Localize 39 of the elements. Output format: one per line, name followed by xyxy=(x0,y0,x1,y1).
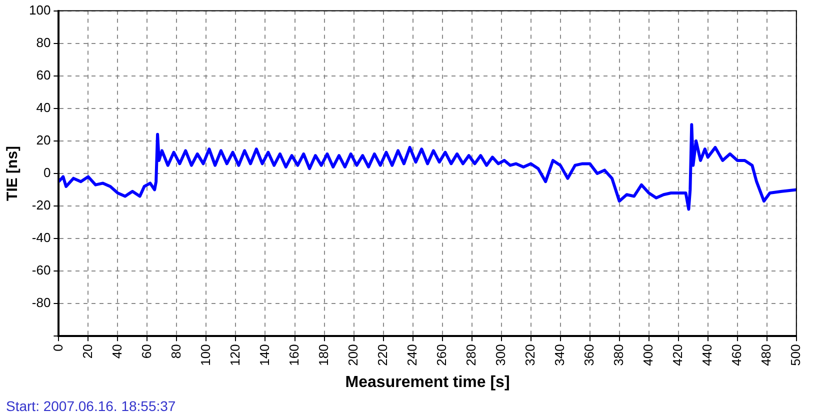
x-tick-label: 480 xyxy=(758,344,774,366)
y-tick-label: 20 xyxy=(36,132,51,148)
x-tick-label: 160 xyxy=(286,344,302,366)
x-tick-label: 40 xyxy=(109,344,124,359)
x-tick-label: 380 xyxy=(610,344,626,366)
y-tick-label: 0 xyxy=(43,165,51,180)
x-tick-label: 100 xyxy=(198,344,213,366)
y-axis-title: TIE [ns] xyxy=(4,146,22,201)
x-tick-label: 260 xyxy=(434,344,449,366)
text: Start: 2007.06.16. 18:55:37 xyxy=(6,398,176,414)
x-tick-label: 300 xyxy=(492,344,508,366)
y-tick-label: -80 xyxy=(32,295,51,310)
x-tick-label: 400 xyxy=(640,344,656,366)
x-tick-label: 180 xyxy=(316,344,331,366)
x-tick-label: 20 xyxy=(80,344,95,359)
x-tick-label: 140 xyxy=(256,344,272,366)
x-tick-label: 120 xyxy=(227,344,242,366)
x-tick-label: 0 xyxy=(50,344,66,352)
y-tick-label: 100 xyxy=(28,2,51,18)
x-tick-label: 360 xyxy=(581,344,596,366)
x-tick-label: 320 xyxy=(522,344,538,366)
x-tick-label: 420 xyxy=(670,344,685,366)
x-tick-label: 200 xyxy=(345,344,360,366)
x-axis-title: Measurement time [s] xyxy=(345,374,510,391)
y-tick-label: 40 xyxy=(36,100,51,115)
y-tick-label: -20 xyxy=(32,198,51,213)
x-tick-label: 340 xyxy=(552,344,567,366)
y-tick-label: 60 xyxy=(36,67,51,82)
x-tick-label: 440 xyxy=(699,344,714,366)
x-tick-label: 80 xyxy=(168,344,184,359)
x-tick-label: 280 xyxy=(463,344,478,366)
y-tick-label: -40 xyxy=(32,230,51,246)
x-tick-label: 220 xyxy=(374,344,390,366)
y-tick-label: 80 xyxy=(36,34,51,50)
y-tick-label: -60 xyxy=(32,262,51,278)
x-tick-label: 60 xyxy=(138,344,154,359)
x-tick-label: 240 xyxy=(404,344,420,366)
x-tick-label: 500 xyxy=(788,344,803,366)
x-tick-label: 460 xyxy=(728,344,744,366)
